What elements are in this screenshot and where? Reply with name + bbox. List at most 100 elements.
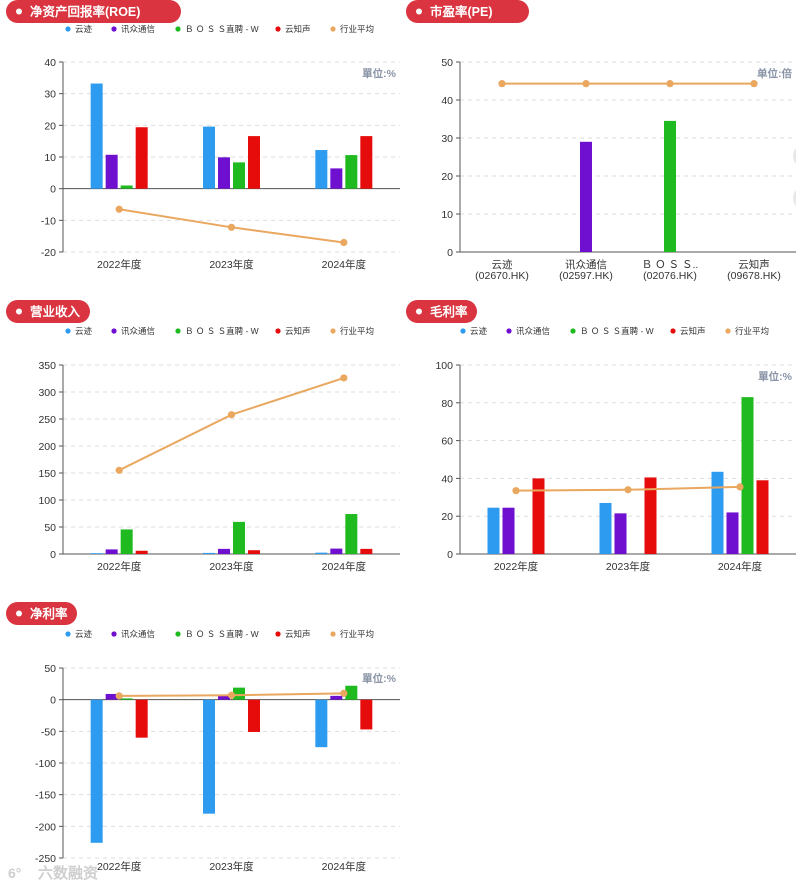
revenue-xtick-label: 2023年度 xyxy=(209,560,254,573)
net_margin-point-industry-avg xyxy=(227,691,236,699)
roe-bar-boss xyxy=(233,162,245,189)
gross_margin-legend-marker-industry_avg xyxy=(725,328,731,334)
net_margin-title-dot xyxy=(16,610,22,617)
revenue-bar-xunzhong xyxy=(105,549,118,554)
roe-ytick-label: 30 xyxy=(44,89,56,101)
gross_margin-ytick-label: 100 xyxy=(435,360,453,372)
net_margin-ytick-label: -100 xyxy=(35,758,56,770)
gross_margin-bar-yunji xyxy=(487,507,500,554)
gross_margin-title-pill: 毛利率 xyxy=(406,300,477,323)
net_margin-point-industry-avg xyxy=(340,689,348,697)
roe-xtick-label: 2022年度 xyxy=(97,258,142,271)
net_margin-legend-xunzhong: 讯众通信 xyxy=(121,629,156,639)
gross_margin-bar-xunzhong xyxy=(502,507,515,554)
revenue-legend-yunji: 云迹 xyxy=(75,326,93,336)
net_margin-ytick-label: 0 xyxy=(50,695,56,707)
net_margin-legend-marker-industry_avg xyxy=(330,631,336,637)
revenue-legend-xunzhong: 讯众通信 xyxy=(121,326,156,336)
pe-title-pill: 市盈率(PE) xyxy=(406,0,529,23)
gross_margin-ytick-label: 20 xyxy=(441,511,453,523)
gross_margin-legend-boss: Ｂ Ｏ Ｓ Ｓ直聘 - W xyxy=(580,326,654,336)
pe-title-dot xyxy=(416,8,422,15)
revenue-bar-yunji xyxy=(90,553,103,554)
revenue-bar-yunzhisheng xyxy=(248,550,260,554)
revenue-xtick-label: 2022年度 xyxy=(97,560,142,573)
pe-xtick-label: (02076.HK) xyxy=(643,270,697,282)
gross_margin-ytick-label: 60 xyxy=(441,436,453,448)
gross_margin-ytick-label: 80 xyxy=(441,398,453,410)
roe-bar-xunzhong xyxy=(105,154,118,189)
roe-legend-xunzhong: 讯众通信 xyxy=(121,24,156,34)
gross_margin-ytick-label: 0 xyxy=(447,549,453,561)
pe-xtick-label: 云知声 xyxy=(738,258,770,271)
pe-title: 市盈率(PE) xyxy=(430,4,493,19)
pe-ytick-label: 50 xyxy=(441,57,453,69)
gross_margin-bar-xunzhong xyxy=(614,513,627,554)
revenue-title-pill: 营业收入 xyxy=(6,300,90,323)
pe-unit-label: 单位:倍 xyxy=(757,67,792,80)
revenue-bar-yunzhisheng xyxy=(135,550,148,554)
roe-ytick-label: 0 xyxy=(50,184,56,196)
roe-bar-boss xyxy=(345,155,358,189)
gross_margin-title: 毛利率 xyxy=(430,304,468,319)
pe-point-industry-avg xyxy=(498,80,506,88)
net_margin-bar-xunzhong xyxy=(105,693,118,700)
gross_margin-title-dot xyxy=(416,308,422,315)
roe-bar-yunzhisheng xyxy=(360,136,373,189)
roe-ytick-label: -10 xyxy=(41,215,56,227)
roe-legend-boss: Ｂ Ｏ Ｓ Ｓ直聘 - W xyxy=(185,24,259,34)
gross_margin-title-bg xyxy=(406,300,477,323)
roe-unit-label: 單位:% xyxy=(362,67,396,80)
pe-axes: 0 10 20 30 40 50 xyxy=(441,57,796,259)
net_margin-title-pill: 净利率 xyxy=(6,602,77,625)
scroll-indicator-icon xyxy=(793,189,796,207)
gross_margin-bar-boss xyxy=(741,397,754,554)
revenue-ytick-label: 250 xyxy=(38,414,56,426)
roe-bar-yunji xyxy=(203,126,215,189)
revenue-title-dot xyxy=(16,308,22,315)
revenue-legend-marker-yunji xyxy=(65,328,71,334)
roe-bar-xunzhong xyxy=(218,157,230,189)
gross_margin-point-industry-avg xyxy=(624,486,632,494)
gross_margin-legend-marker-yunzhisheng xyxy=(670,328,676,334)
net_margin-bar-yunji xyxy=(203,699,215,814)
roe-bar-xunzhong xyxy=(330,168,343,189)
watermark: 6° 六数融资 xyxy=(8,864,98,882)
pe-ytick-label: 40 xyxy=(441,95,453,107)
roe-xtick-label: 2024年度 xyxy=(322,258,367,271)
roe-title-bg xyxy=(6,0,181,23)
pe-xtick-label: 讯众通信 xyxy=(565,258,607,271)
net_margin-xtick-label: 2023年度 xyxy=(209,860,254,873)
watermark-text: 六数融资 xyxy=(38,864,98,882)
gross_margin-legend: 云迹 讯众通信 Ｂ Ｏ Ｓ Ｓ直聘 - W 云知声 行业平均 xyxy=(460,326,769,336)
net_margin-xtick-label: 2022年度 xyxy=(97,860,142,873)
pe-xtick-label: (02597.HK) xyxy=(559,270,613,282)
roe-ytick-label: 20 xyxy=(44,120,56,132)
net_margin-legend-marker-boss xyxy=(175,631,181,637)
pe-title-bg xyxy=(406,0,529,23)
roe-bar-yunji xyxy=(315,150,328,189)
pe-bar-boss xyxy=(664,120,676,253)
net_margin-bar-xunzhong xyxy=(330,695,343,700)
gross_margin-legend-yunji: 云迹 xyxy=(470,326,488,336)
revenue-ytick-label: 200 xyxy=(38,441,56,453)
gross_margin-bar-yunzhisheng xyxy=(756,480,769,554)
revenue-legend-marker-boss xyxy=(175,328,181,334)
gross_margin-legend-marker-yunji xyxy=(460,328,466,334)
revenue-point-industry-avg xyxy=(340,374,348,382)
roe-bar-yunzhisheng xyxy=(248,136,260,189)
revenue-bar-xunzhong xyxy=(330,548,343,554)
net_margin-legend-boss: Ｂ Ｏ Ｓ Ｓ直聘 - W xyxy=(185,629,259,639)
roe-legend: 云迹 讯众通信 Ｂ Ｏ Ｓ Ｓ直聘 - W 云知声 行业平均 xyxy=(65,24,374,34)
pe-ytick-label: 0 xyxy=(447,247,453,259)
roe-point-industry-avg xyxy=(115,205,123,213)
roe-bar-yunzhisheng xyxy=(135,127,148,189)
revenue-legend-industry_avg: 行业平均 xyxy=(340,326,374,336)
net_margin-ytick-label: -150 xyxy=(35,790,56,802)
pe-xtick-label: 云迹 xyxy=(492,258,513,271)
revenue-bar-yunzhisheng xyxy=(360,548,373,554)
revenue-axes: 0 50 100 150 200 250 300 350 xyxy=(38,360,400,561)
revenue-ytick-label: 150 xyxy=(38,468,56,480)
revenue-bar-xunzhong xyxy=(218,548,230,554)
